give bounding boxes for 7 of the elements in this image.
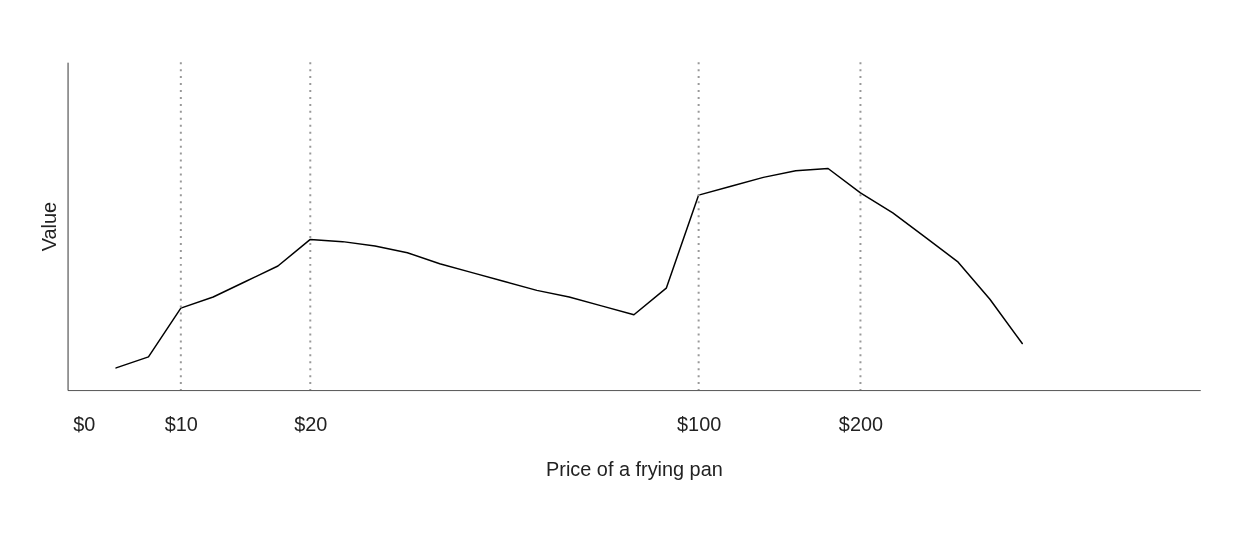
x-tick-label: $10 <box>164 413 198 436</box>
x-tick-label: $200 <box>838 413 884 436</box>
x-tick-label: $100 <box>677 413 722 436</box>
y-axis-title: Value <box>38 201 61 252</box>
x-tick-label: $20 <box>294 413 328 436</box>
x-tick-label: $0 <box>73 413 96 436</box>
x-axis-title: Price of a frying pan <box>546 458 723 481</box>
